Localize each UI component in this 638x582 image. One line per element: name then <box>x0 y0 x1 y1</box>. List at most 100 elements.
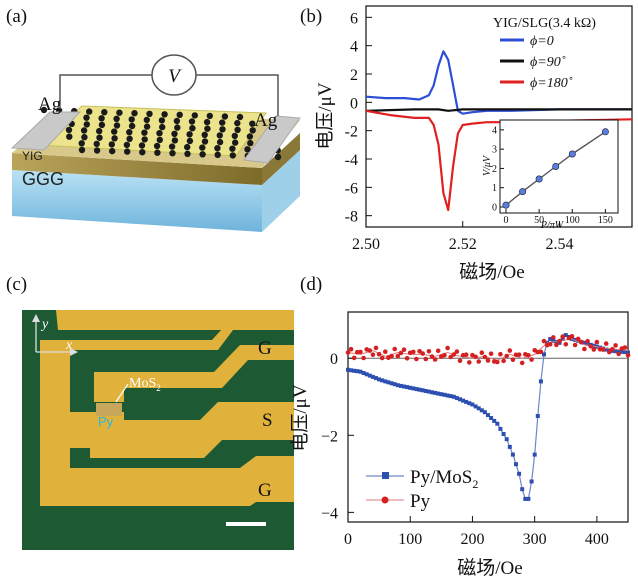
scale-bar <box>226 522 266 526</box>
inset-point <box>519 188 527 196</box>
point-Py <box>554 342 559 348</box>
particle-dot <box>154 149 161 156</box>
particle-dot <box>173 117 181 125</box>
point-Py <box>463 352 469 358</box>
particle-dot <box>231 132 238 140</box>
particle-dot <box>98 121 106 129</box>
point-Py-MoS2 <box>377 377 382 382</box>
point-Py <box>395 353 401 359</box>
inset-ytick-label: 1 <box>492 183 497 194</box>
yig-label: YIG <box>22 149 43 163</box>
panel-b: (b) 6 4 2 0 -2 -4 -6 -8 2.50 2.52 2.54 电压/μV 磁场/Oe… <box>300 5 633 283</box>
chart-b-ticks: 6 4 2 0 -2 -4 -6 -8 2.50 2.52 2.54 <box>345 10 574 253</box>
particle-dot <box>66 133 73 140</box>
legend-label: Py <box>410 491 431 512</box>
point-Py <box>613 343 618 348</box>
chart-b-frame <box>365 5 633 228</box>
particle-dot <box>246 133 254 140</box>
panel-d: (d) 0 −2 −4 0 100 200 300 400 电压/μV 磁场/Oe Py/Mo… <box>289 274 631 579</box>
point-Py <box>625 352 631 358</box>
point-Py <box>510 357 516 363</box>
ggg-layer <box>12 170 262 232</box>
inset-point <box>568 150 576 158</box>
point-Py <box>473 354 478 360</box>
point-Py <box>454 349 460 354</box>
panel-a: (a) V Ag Ag YIG GGG <box>6 6 301 232</box>
point-Py-MoS2 <box>430 390 434 395</box>
point-Py-MoS2 <box>470 402 475 407</box>
point-Py <box>501 358 506 364</box>
particle-dot <box>146 110 153 118</box>
particle-dot <box>203 118 211 126</box>
particle-dot <box>98 115 105 122</box>
point-Py <box>435 348 441 354</box>
particle-dot <box>126 129 133 136</box>
point-Py-MoS2 <box>467 401 472 406</box>
particle-dot <box>171 137 179 144</box>
legend-marker <box>382 472 389 479</box>
particle-dot <box>83 121 91 128</box>
particle-dot <box>156 130 163 137</box>
point-Py <box>572 342 578 348</box>
particle-dot <box>186 137 194 145</box>
particle-dot <box>186 131 193 138</box>
point-Py-MoS2 <box>439 392 444 397</box>
particle-dot <box>232 139 239 146</box>
point-Py-MoS2 <box>448 394 453 399</box>
point-Py-MoS2 <box>473 404 478 409</box>
point-Py-MoS2 <box>526 496 531 501</box>
legend-label: ϕ=180˚ <box>530 76 573 91</box>
legend-label: Py/MoS2 <box>410 467 478 491</box>
point-Py <box>603 341 609 346</box>
axis-y-label: y <box>40 317 49 332</box>
point-Py <box>519 360 525 366</box>
ag-label-right: Ag <box>254 110 278 131</box>
point-Py-MoS2 <box>523 496 528 501</box>
yig-layer <box>12 153 262 185</box>
point-Py <box>488 351 494 357</box>
point-Py-MoS2 <box>604 347 609 352</box>
point-Py <box>398 350 404 356</box>
inset-xtick-label: 100 <box>565 215 580 226</box>
particle-dot <box>159 123 166 131</box>
point-Py <box>414 356 419 362</box>
point-Py-MoS2 <box>380 378 385 383</box>
particle-dot <box>81 134 88 141</box>
point-Py <box>560 334 565 339</box>
point-Py-MoS2 <box>461 398 466 403</box>
point-Py-MoS2 <box>389 381 394 386</box>
ytick-label: 0 <box>330 351 338 368</box>
particle-dot <box>206 112 213 120</box>
particle-dot <box>156 136 163 144</box>
particle-dot <box>216 138 224 146</box>
ytick-label: −2 <box>321 428 338 445</box>
point-Py-MoS2 <box>386 380 391 385</box>
point-Py <box>351 355 357 361</box>
xtick-label: 2.54 <box>545 236 573 253</box>
particle-dot <box>229 145 236 152</box>
particle-dot <box>143 123 151 130</box>
xy-axes-icon <box>35 322 70 353</box>
point-Py-MoS2 <box>554 339 559 344</box>
particle-dot <box>40 106 48 114</box>
particle-dot <box>229 152 236 159</box>
point-Py <box>420 351 426 356</box>
panel-b-label: (b) <box>300 6 322 27</box>
particle-dot <box>86 108 93 115</box>
point-Py <box>582 346 587 352</box>
point-Py-MoS2 <box>426 389 431 394</box>
particle-dot <box>138 142 146 149</box>
point-Py <box>467 360 472 365</box>
particle-dot <box>141 136 148 143</box>
panel-a-label: (a) <box>6 6 27 27</box>
particle-dot <box>113 115 120 123</box>
point-Py <box>541 338 547 344</box>
point-Py <box>610 346 615 352</box>
point-Py-MoS2 <box>548 337 553 341</box>
point-Py-MoS2 <box>616 349 621 354</box>
point-Py <box>507 348 513 353</box>
point-Py-MoS2 <box>364 372 369 377</box>
particle-dot <box>161 111 168 118</box>
